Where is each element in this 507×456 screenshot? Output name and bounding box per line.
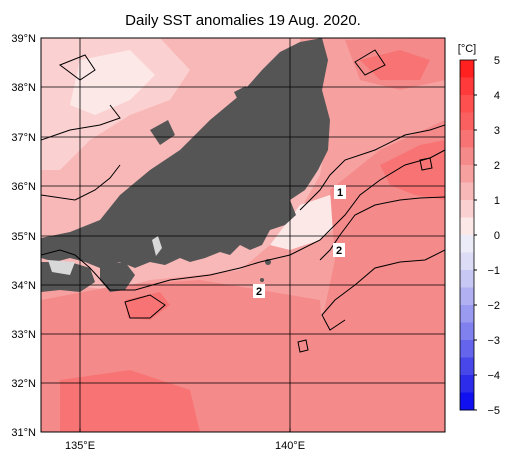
colorbar-tick-label: −2	[487, 300, 500, 312]
lat-label: 36°N	[11, 181, 36, 193]
lon-label: 135°E	[65, 440, 95, 452]
lake-shikoku-patch	[48, 260, 75, 275]
lat-label: 32°N	[11, 378, 36, 390]
colorbar-bin	[460, 375, 474, 393]
colorbar-tick-label: −5	[487, 405, 500, 417]
colorbar: [°C] 5 4 3 2 1 0 −1 −2 −3 −4 −5	[458, 43, 500, 417]
anomaly-region-northeast-hot	[380, 140, 445, 200]
colorbar-bin	[460, 112, 474, 131]
map-frame: 1 2 2	[41, 38, 445, 432]
colorbar-bin	[460, 340, 474, 358]
longitude-labels: 135°E 140°E	[65, 440, 305, 452]
lat-label: 38°N	[11, 82, 36, 94]
anomaly-region-north-hot	[360, 50, 430, 80]
lat-label: 34°N	[11, 280, 36, 292]
colorbar-tick-label: −1	[487, 265, 500, 277]
anomaly-region-southwest-warm	[60, 370, 200, 432]
land-kii	[100, 262, 135, 292]
contour-line	[299, 124, 445, 211]
colorbar-bin	[460, 130, 474, 148]
colorbar-bin	[460, 77, 474, 96]
colorbar-ticks: 5 4 3 2 1 0 −1 −2 −3 −4 −5	[474, 55, 500, 417]
anomaly-region-east-warm	[320, 120, 445, 432]
contour-line	[319, 196, 445, 261]
colorbar-bin	[460, 182, 474, 201]
colorbar-bin	[460, 322, 474, 341]
contour-label-2a: 2	[333, 243, 345, 257]
land-noto	[150, 120, 175, 145]
colorbar-tick-label: −3	[487, 335, 500, 347]
map-border	[40, 37, 446, 433]
lat-label: 39°N	[11, 33, 36, 45]
colorbar-bin	[460, 392, 474, 411]
grid-lines	[41, 38, 445, 432]
colorbar-tick-label: 4	[494, 90, 500, 102]
colorbar-bin	[460, 95, 474, 113]
contour-label-1: 1	[334, 185, 346, 199]
colorbar-tick-label: 1	[494, 195, 500, 207]
svg-text:1: 1	[337, 187, 343, 199]
contour-line	[41, 104, 121, 141]
colorbar-bin	[460, 60, 474, 78]
anomaly-region-white	[70, 50, 155, 115]
colorbar-bin	[460, 217, 474, 236]
land-sado	[234, 86, 250, 104]
contour-line	[41, 164, 121, 201]
land-izu-island	[260, 278, 264, 282]
colorbar-bin	[460, 165, 474, 183]
colorbar-bin	[460, 147, 474, 166]
colorbar-bin	[460, 252, 474, 271]
colorbar-bin	[460, 357, 474, 376]
colorbar-bin	[460, 200, 474, 218]
colorbar-bin	[460, 287, 474, 306]
frame-ticks	[41, 37, 291, 432]
lake-biwa	[152, 236, 162, 256]
colorbar-tick-label: 0	[494, 230, 500, 242]
contour-line	[297, 339, 309, 353]
colorbar-tick-label: 3	[494, 125, 500, 137]
colorbar-bin	[460, 235, 474, 253]
contour-line	[58, 54, 96, 81]
colorbar-tick-label: 5	[494, 55, 500, 67]
map-title: Daily SST anomalies 19 Aug. 2020.	[125, 12, 361, 29]
colorbar-unit: [°C]	[458, 43, 476, 55]
contour-line	[419, 157, 433, 171]
svg-text:2: 2	[256, 286, 262, 298]
contour-lines	[41, 49, 445, 353]
contour-line	[124, 294, 166, 319]
contour-line	[41, 149, 445, 291]
lon-label: 140°E	[275, 440, 305, 452]
colorbar-tick-label: 2	[494, 160, 500, 172]
svg-text:2: 2	[336, 245, 342, 257]
lat-label: 37°N	[11, 132, 36, 144]
colorbar-bin	[460, 305, 474, 323]
lat-label: 33°N	[11, 329, 36, 341]
lat-label: 31°N	[11, 427, 36, 439]
lat-label: 35°N	[11, 231, 36, 243]
colorbar-bins	[460, 60, 474, 411]
latitude-labels: 39°N 38°N 37°N 36°N 35°N 34°N 33°N 32°N …	[11, 33, 36, 439]
land-honshu	[41, 38, 330, 268]
colorbar-bin	[460, 270, 474, 288]
contour-line	[354, 49, 386, 76]
colorbar-tick-label: −4	[487, 370, 500, 382]
contour-label-2b: 2	[253, 284, 265, 298]
